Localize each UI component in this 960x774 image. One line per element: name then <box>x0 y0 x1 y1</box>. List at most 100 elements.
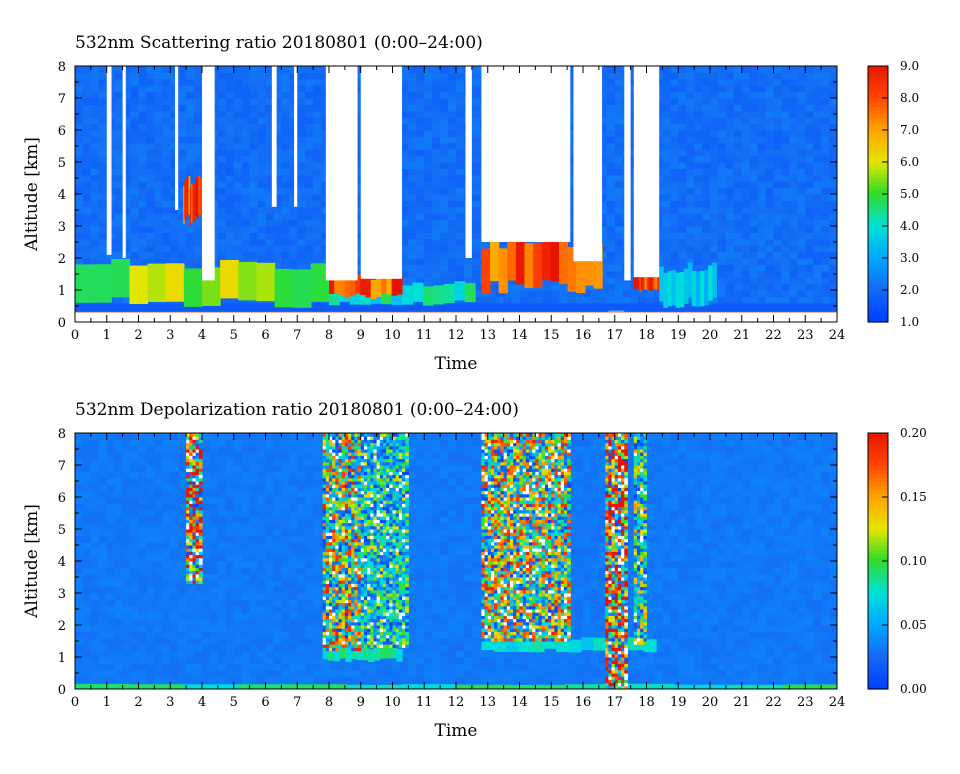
heatmap-cell <box>115 92 124 99</box>
heatmap-cell <box>742 258 751 265</box>
heatmap-cell <box>178 510 187 517</box>
heatmap-cell <box>250 200 259 207</box>
heatmap-cell <box>662 104 671 111</box>
heatmap-cell <box>440 117 449 124</box>
heatmap-cell <box>702 66 711 73</box>
heatmap-cell <box>99 638 108 645</box>
heatmap-cell <box>305 200 314 207</box>
heatmap-cell <box>99 124 108 131</box>
heatmap-cell <box>91 548 100 555</box>
heatmap-cell <box>686 149 695 156</box>
no-data-gap <box>466 66 472 258</box>
heatmap-cell <box>83 168 92 175</box>
heatmap-cell <box>115 497 124 504</box>
heatmap-cell <box>710 252 719 259</box>
heatmap-cell <box>218 245 227 252</box>
feature-cell <box>256 263 275 301</box>
heatmap-cell <box>210 497 219 504</box>
heatmap-cell <box>218 232 227 239</box>
heatmap-cell <box>178 149 187 156</box>
colorbar-segment <box>868 78 888 83</box>
heatmap-cell <box>234 168 243 175</box>
heatmap-cell <box>750 104 759 111</box>
heatmap-cell <box>83 303 92 310</box>
heatmap-cell <box>297 200 306 207</box>
y-tick-label: 6 <box>58 124 66 139</box>
heatmap-cell <box>258 207 267 214</box>
heatmap-cell <box>83 638 92 645</box>
heatmap-cell <box>218 433 227 440</box>
heatmap-cell <box>742 277 751 284</box>
heatmap-cell <box>750 181 759 188</box>
heatmap-cell <box>678 188 687 195</box>
heatmap-cell <box>710 194 719 201</box>
heatmap-cell <box>408 252 417 259</box>
heatmap-cell <box>821 264 830 271</box>
colorbar-segment <box>868 194 888 199</box>
heatmap-cell <box>686 213 695 220</box>
heatmap-cell <box>218 651 227 658</box>
heatmap-cell <box>781 66 790 73</box>
heatmap-cell <box>289 252 298 259</box>
heatmap-cell <box>424 124 433 131</box>
heatmap-cell <box>750 79 759 86</box>
colorbar-segment <box>868 114 888 119</box>
heatmap-cell <box>734 245 743 252</box>
heatmap-cell <box>742 200 751 207</box>
heatmap-cell <box>718 245 727 252</box>
heatmap-cell <box>99 258 108 265</box>
heatmap-cell <box>670 143 679 150</box>
heatmap-cell <box>710 130 719 137</box>
heatmap-cell <box>781 79 790 86</box>
heatmap-cell <box>797 168 806 175</box>
heatmap-cell <box>607 264 616 271</box>
heatmap-cell <box>774 213 783 220</box>
feature-cell <box>275 269 294 307</box>
heatmap-cell <box>432 258 441 265</box>
heatmap-cell <box>186 79 195 86</box>
x-tick-label: 15 <box>543 328 560 343</box>
heatmap-cell <box>694 104 703 111</box>
heatmap-cell <box>162 143 171 150</box>
heatmap-cell <box>154 213 163 220</box>
heatmap-cell <box>750 232 759 239</box>
heatmap-cell <box>139 497 148 504</box>
heatmap-cell <box>440 130 449 137</box>
heatmap-cell <box>472 188 481 195</box>
heatmap-cell <box>781 303 790 310</box>
heatmap-cell <box>781 72 790 79</box>
heatmap-cell <box>75 548 84 555</box>
heatmap-cell <box>162 491 171 498</box>
heatmap-cell <box>781 175 790 182</box>
heatmap-cell <box>146 657 155 664</box>
heatmap-cell <box>758 92 767 99</box>
heatmap-cell <box>186 136 195 143</box>
heatmap-cell <box>607 98 616 105</box>
heatmap-cell <box>115 580 124 587</box>
heatmap-cell <box>154 303 163 310</box>
heatmap-cell <box>202 459 211 466</box>
heatmap-cell <box>218 510 227 517</box>
heatmap-cell <box>607 104 616 111</box>
heatmap-cell <box>456 194 465 201</box>
heatmap-cell <box>258 239 267 246</box>
heatmap-cell <box>178 85 187 92</box>
heatmap-cell <box>139 220 148 227</box>
heatmap-cell <box>99 232 108 239</box>
heatmap-cell <box>139 149 148 156</box>
heatmap-cell <box>99 548 108 555</box>
heatmap-cell <box>91 181 100 188</box>
heatmap-cell <box>170 252 179 259</box>
heatmap-cell <box>83 232 92 239</box>
heatmap-cell <box>742 181 751 188</box>
heatmap-cell <box>123 587 132 594</box>
heatmap-cell <box>281 207 290 214</box>
heatmap-cell <box>313 156 322 163</box>
heatmap-cell <box>115 200 124 207</box>
heatmap-cell <box>178 542 187 549</box>
heatmap-cell <box>99 168 108 175</box>
feature-cell <box>499 248 508 293</box>
heatmap-cell <box>440 213 449 220</box>
heatmap-cell <box>146 149 155 156</box>
heatmap-cell <box>146 162 155 169</box>
